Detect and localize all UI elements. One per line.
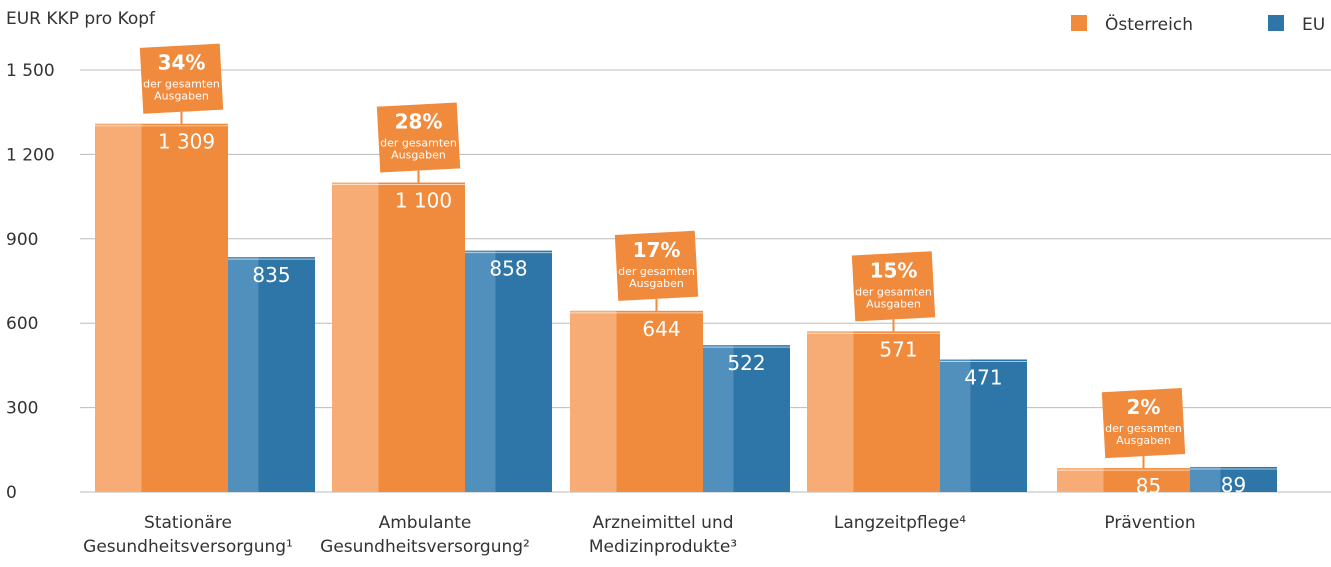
bar-group (940, 359, 1027, 492)
bar-highlight (1190, 466, 1221, 492)
bar-highlight (570, 310, 617, 492)
bar-group (1057, 468, 1190, 492)
x-tick-label: Langzeitpflege⁴ (834, 513, 966, 533)
share-percent: 28% (395, 110, 443, 134)
legend-label: Österreich (1105, 13, 1193, 35)
bar-highlight (807, 331, 854, 492)
share-tag (1101, 388, 1186, 459)
y-tick-label: 300 (6, 399, 38, 419)
y-tick-label: 1 200 (6, 145, 55, 165)
share-tag (851, 251, 936, 322)
x-tick-label: Prävention (1104, 513, 1195, 533)
x-tick-label: Ambulante Gesundheitsversorgung² (320, 513, 530, 557)
x-tick-label: Stationäre Gesundheitsversorgung¹ (83, 513, 293, 557)
share-note: der gesamten (143, 78, 220, 91)
share-note: der gesamten (855, 285, 932, 298)
share-note: der gesamten (380, 137, 457, 150)
bar-highlight (465, 250, 496, 492)
share-note: Ausgaben (154, 90, 209, 103)
share-note: Ausgaben (391, 149, 446, 162)
bar-group (465, 250, 552, 492)
bar-group (228, 257, 315, 492)
bar-highlight (95, 123, 142, 492)
value-label: 1 100 (395, 189, 452, 213)
bar-highlight (228, 257, 259, 492)
bar-group (1190, 466, 1277, 492)
share-percent: 34% (158, 51, 206, 75)
value-label: 644 (642, 317, 680, 341)
y-axis-label: EUR KKP pro Kopf (6, 9, 156, 29)
value-label: 522 (727, 351, 765, 375)
value-label: 1 309 (158, 130, 215, 154)
share-percent: 17% (633, 238, 681, 262)
value-label: 571 (879, 337, 917, 361)
bar-highlight (703, 345, 734, 492)
y-tick-label: 0 (6, 483, 17, 503)
x-tick-label: Arzneimittel und Medizinprodukte³ (589, 513, 737, 557)
value-label: 89 (1221, 473, 1246, 497)
value-label: 471 (964, 365, 1002, 389)
legend-swatch (1268, 15, 1284, 31)
share-tag (614, 230, 699, 301)
bar-highlight (332, 182, 379, 493)
y-tick-label: 600 (6, 314, 38, 334)
value-label: 85 (1136, 474, 1161, 498)
bar-group (570, 310, 703, 492)
share-note: Ausgaben (1116, 434, 1171, 447)
share-tag (376, 102, 461, 173)
bar-group (95, 123, 228, 492)
share-percent: 2% (1127, 395, 1161, 419)
share-tag (139, 43, 224, 114)
y-tick-label: 1 500 (6, 61, 55, 81)
share-percent: 15% (870, 258, 918, 282)
legend-swatch (1071, 15, 1087, 31)
bar-highlight (1057, 468, 1104, 492)
share-note: Ausgaben (866, 297, 921, 310)
value-label: 835 (252, 263, 290, 287)
bar-group (332, 182, 465, 493)
bar-group (807, 331, 940, 492)
bar-group (703, 345, 790, 492)
share-note: der gesamten (618, 265, 695, 278)
value-label: 858 (489, 257, 527, 281)
y-tick-label: 900 (6, 230, 38, 250)
share-note: der gesamten (1105, 422, 1182, 435)
bar-highlight (940, 359, 971, 492)
legend-label: EU (1302, 15, 1325, 35)
share-note: Ausgaben (629, 277, 684, 290)
